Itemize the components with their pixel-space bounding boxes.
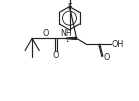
Text: NH: NH bbox=[61, 29, 72, 38]
Polygon shape bbox=[66, 37, 77, 39]
Text: •: • bbox=[65, 39, 68, 44]
Text: O: O bbox=[52, 51, 59, 60]
Text: OH: OH bbox=[111, 40, 124, 49]
Text: O: O bbox=[104, 53, 110, 62]
Text: O: O bbox=[42, 29, 49, 38]
Text: F: F bbox=[67, 3, 72, 12]
